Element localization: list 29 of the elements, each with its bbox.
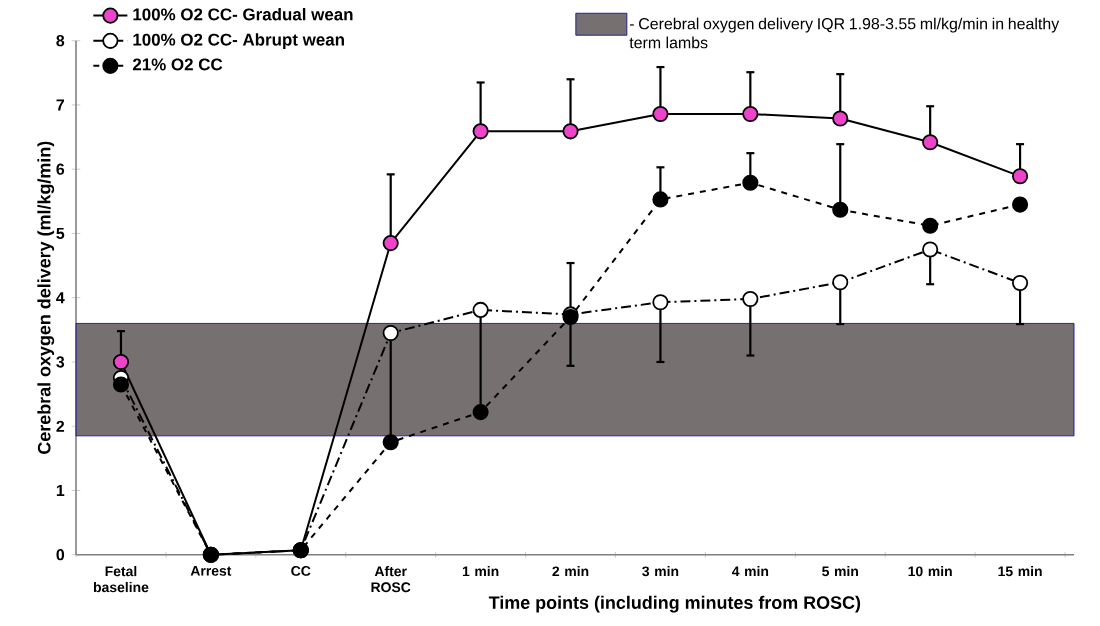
point xyxy=(472,122,489,140)
point xyxy=(1012,274,1029,291)
point xyxy=(922,241,939,258)
point xyxy=(382,234,399,251)
legend-label: 100% O2 CC- Abrupt wean xyxy=(133,32,344,49)
point xyxy=(742,290,759,307)
point xyxy=(382,324,399,341)
legend-label: 21% O2 CC xyxy=(132,58,223,71)
point xyxy=(742,174,759,191)
point xyxy=(922,217,939,234)
legend-label: 100% O2 CC- Gradual wean xyxy=(133,7,353,21)
point xyxy=(832,201,849,218)
point xyxy=(562,122,579,140)
y-axis-title: Cerebral oxygen delivery (ml/kg/min) xyxy=(37,141,55,454)
point xyxy=(1012,167,1029,185)
x-axis-title: Time points (including minutes from ROSC) xyxy=(488,595,861,613)
point xyxy=(112,376,130,393)
point xyxy=(382,433,399,451)
point xyxy=(1012,196,1029,213)
point xyxy=(832,273,849,291)
point xyxy=(112,353,130,370)
point xyxy=(472,403,489,420)
point xyxy=(832,110,849,127)
point xyxy=(922,133,939,150)
point xyxy=(652,105,669,122)
point xyxy=(652,191,669,208)
point xyxy=(742,105,759,122)
point xyxy=(652,293,669,310)
point xyxy=(472,301,489,318)
